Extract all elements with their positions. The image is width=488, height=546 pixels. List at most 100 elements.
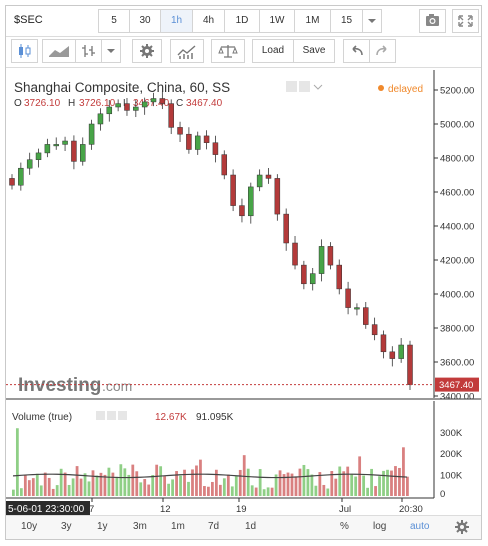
compare-button[interactable] <box>211 39 245 63</box>
interval-1d[interactable]: 1D <box>224 9 260 33</box>
range-10y[interactable]: 10y <box>21 521 38 532</box>
volume-close-icon[interactable] <box>118 411 127 420</box>
watermark-suffix: .com <box>102 378 132 394</box>
open-value: 3726.10 <box>24 98 61 109</box>
range-1y[interactable]: 1y <box>97 521 108 532</box>
chart-type-dropdown[interactable] <box>101 39 121 63</box>
range-1d[interactable]: 1d <box>245 521 257 532</box>
candle-body <box>115 103 121 108</box>
candle-body <box>407 344 413 385</box>
range-1m[interactable]: 1m <box>171 521 185 532</box>
range-7d[interactable]: 7d <box>208 521 220 532</box>
candle-body <box>71 140 77 162</box>
volume-bar <box>111 472 115 496</box>
save-button[interactable]: Save <box>293 39 335 63</box>
screenshot-button[interactable] <box>419 9 446 33</box>
range-3y[interactable]: 3y <box>61 521 72 532</box>
chart-title: Shanghai Composite, China, 60, SS <box>14 80 230 95</box>
indicators-button[interactable] <box>170 39 204 63</box>
candle-body <box>292 242 298 266</box>
volume-bar <box>358 456 362 496</box>
volume-bar <box>290 473 294 496</box>
volume-bar <box>171 479 174 496</box>
volume-bar <box>75 466 79 496</box>
volume-bar <box>155 464 159 496</box>
volume-eye-icon[interactable] <box>96 411 105 420</box>
interval-1w[interactable]: 1W <box>259 9 295 33</box>
percent-toggle[interactable]: % <box>340 521 349 532</box>
candle-body <box>212 142 219 155</box>
volume-bar <box>402 447 405 496</box>
volume-bar <box>294 477 298 496</box>
eye-icon[interactable] <box>286 81 297 92</box>
bars-button[interactable] <box>75 39 102 63</box>
volume-bar <box>203 486 206 496</box>
volume-label: Volume (true) <box>12 412 72 423</box>
volume-bar <box>67 484 71 496</box>
volume-bar <box>282 474 286 496</box>
candle-body <box>230 174 236 206</box>
price-tick-label: 4200.00 <box>440 256 474 267</box>
volume-axis: 100K 200K 300K 0 <box>440 428 463 500</box>
interval-4h[interactable]: 4h <box>192 9 225 33</box>
interval-15[interactable]: 15 <box>330 9 363 33</box>
log-toggle[interactable]: log <box>373 521 387 532</box>
symbol-label[interactable]: $SEC <box>14 14 43 26</box>
volume-tick-label: 100K <box>440 470 463 481</box>
area-chart-button[interactable] <box>42 39 76 63</box>
undo-icon <box>352 45 363 56</box>
high-label: H <box>68 98 75 109</box>
price-tick-label: 4000.00 <box>440 290 474 301</box>
interval-5[interactable]: 5 <box>98 9 130 33</box>
range-3m[interactable]: 3m <box>133 521 147 532</box>
price-tick-label: 4600.00 <box>440 188 474 199</box>
candle-body <box>177 127 183 135</box>
volume-bar <box>330 470 334 496</box>
legend-chevron-icon[interactable] <box>313 84 323 90</box>
high-value: 3726.10 <box>79 98 116 109</box>
auto-toggle[interactable]: auto <box>410 521 430 532</box>
chart-tools-toolbar: Load Save <box>6 37 481 68</box>
candles-button[interactable] <box>11 39 38 63</box>
price-tick-label: 4400.00 <box>440 222 474 233</box>
volume-bar <box>211 481 214 496</box>
price-tick-label: 4800.00 <box>440 154 474 165</box>
candle-body <box>327 246 334 266</box>
candle-body <box>248 186 254 217</box>
chart-widget: $SEC 5 30 1h 4h 1D 1W 1M 15 <box>5 5 482 540</box>
interval-30[interactable]: 30 <box>129 9 161 33</box>
interval-1h[interactable]: 1h <box>160 9 193 33</box>
redo-button[interactable] <box>369 39 396 63</box>
interval-dropdown[interactable] <box>362 9 382 33</box>
volume-bar <box>163 476 167 496</box>
volume-legend: Volume (true) 12.67K 91.095K <box>12 411 234 423</box>
volume-bar <box>151 475 155 496</box>
volume-bar <box>87 481 91 496</box>
price-chart[interactable]: Investing .com Shanghai Composite, China… <box>6 68 481 516</box>
volume-bar <box>370 468 373 496</box>
settings-button[interactable] <box>132 39 162 63</box>
legend-icons <box>286 81 323 92</box>
volume-settings-icon[interactable] <box>107 411 116 420</box>
time-tick-label: 19 <box>236 504 247 515</box>
volume-bar <box>83 473 87 496</box>
last-price-label: 3467.40 <box>439 380 473 391</box>
volume-bar <box>199 459 202 496</box>
fullscreen-button[interactable] <box>452 9 479 33</box>
volume-bar <box>55 485 59 496</box>
volume-bar <box>378 476 381 496</box>
volume-bar <box>234 476 238 496</box>
interval-1m[interactable]: 1M <box>294 9 331 33</box>
candle-body <box>265 174 272 179</box>
candle-body <box>159 98 166 104</box>
volume-bar <box>27 480 31 496</box>
volume-bar <box>39 485 43 496</box>
cursor-date: 5-06-01 23:30:00 <box>8 504 85 515</box>
settings-icon[interactable] <box>299 81 310 92</box>
load-button[interactable]: Load <box>252 39 294 63</box>
volume-bar <box>398 467 401 496</box>
candle-body <box>35 152 42 160</box>
undo-button[interactable] <box>343 39 370 63</box>
candle-body <box>274 178 281 215</box>
gear-icon[interactable] <box>454 519 470 535</box>
